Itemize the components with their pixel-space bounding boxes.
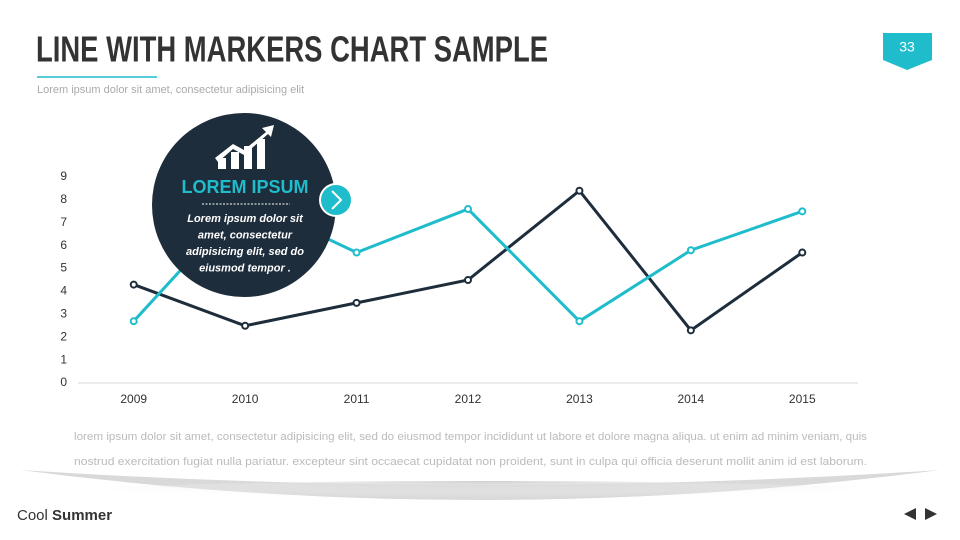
marker	[352, 298, 361, 307]
marker	[464, 205, 472, 214]
y-tick-label: 5	[60, 261, 67, 275]
marker	[575, 317, 584, 326]
slide-title: LINE WITH MARKERS CHART SAMPLE	[36, 29, 548, 70]
x-tick-label: 2015	[789, 392, 816, 406]
y-tick-label: 7	[60, 215, 67, 229]
callout-button[interactable]	[319, 183, 353, 217]
y-tick-label: 1	[60, 352, 67, 366]
y-tick-label: 9	[60, 169, 67, 183]
growth-icon	[215, 125, 274, 169]
y-tick-label: 8	[60, 192, 67, 206]
marker	[575, 186, 584, 195]
marker	[464, 276, 472, 284]
prev-button[interactable]	[904, 508, 916, 520]
callout: LOREM IPSUM Lorem ipsum dolor sit amet, c…	[152, 113, 353, 297]
brand-bold: Summer	[52, 507, 112, 524]
callout-title: LOREM IPSUM	[181, 177, 308, 197]
x-tick-label: 2014	[678, 392, 705, 406]
floor-glow	[40, 481, 920, 509]
callout-arrow	[331, 190, 343, 210]
x-tick-label: 2011	[344, 392, 370, 406]
y-tick-label: 2	[60, 329, 67, 343]
plot: 0 1 2 3 4 5 6 7 8 9 2009 2010 2011 2012 2013 2014 2015	[60, 169, 858, 406]
x-tick-label: 2010	[232, 392, 259, 406]
x-tick-label: 2013	[566, 392, 593, 406]
marker	[798, 207, 807, 216]
body-line: lorem ipsum dolor sit amet, consectetur …	[74, 431, 868, 443]
callout-line: eiusmod tempor .	[199, 262, 291, 274]
page-number: 33	[899, 39, 915, 55]
page-badge	[883, 33, 932, 70]
callout-line: amet, consectetur	[198, 229, 293, 241]
brand-light: Cool	[17, 507, 48, 524]
marker	[686, 326, 695, 335]
marker	[686, 246, 695, 255]
x-tick-label: 2009	[120, 392, 147, 406]
x-tick-label: 2012	[455, 392, 482, 406]
subtitle: Lorem ipsum dolor sit amet, consectetur …	[37, 84, 304, 96]
callout-line: Lorem ipsum dolor sit	[187, 213, 304, 225]
y-tick-label: 0	[60, 375, 67, 389]
body-line: nostrud exercitation fugiat nulla pariat…	[74, 456, 867, 468]
marker	[241, 321, 250, 330]
y-tick-label: 3	[60, 307, 67, 321]
brand: Cool Summer	[17, 507, 112, 524]
marker	[798, 248, 807, 257]
next-button[interactable]	[925, 508, 937, 520]
marker	[129, 280, 138, 289]
marker	[352, 248, 361, 257]
callout-line: adipisicing elit, sed do	[186, 246, 304, 258]
y-tick-label: 6	[60, 238, 67, 252]
marker	[129, 317, 138, 326]
callout-circle	[152, 113, 336, 297]
y-tick-label: 4	[60, 284, 67, 298]
